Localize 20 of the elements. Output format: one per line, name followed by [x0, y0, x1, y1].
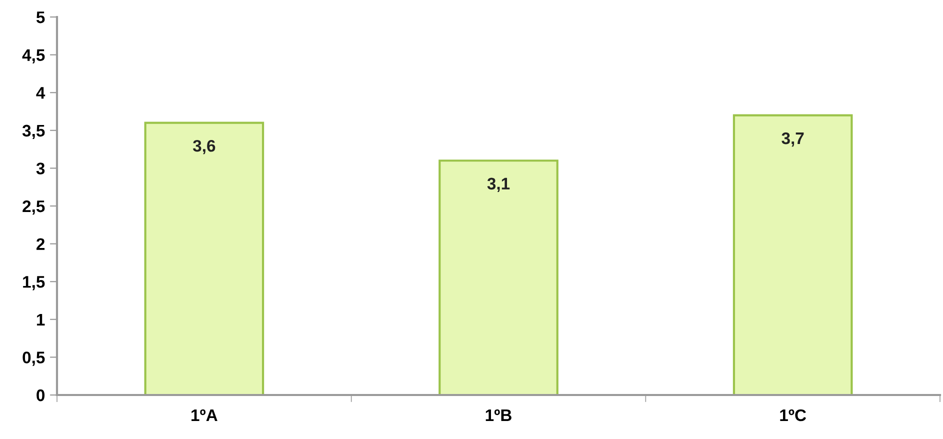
bar — [144, 122, 264, 395]
y-tick-label: 0,5 — [22, 352, 45, 366]
y-tick-label: 1 — [36, 314, 45, 326]
y-tick-label: 5 — [36, 12, 45, 24]
bar — [438, 160, 558, 395]
data-label: 3,7 — [782, 132, 804, 147]
y-tick-label: 0 — [36, 389, 45, 402]
x-tick-label: 1ºC — [780, 409, 806, 422]
y-tick-label: 2 — [36, 238, 45, 250]
data-label: 3,6 — [192, 140, 216, 154]
y-tick-label: 2,5 — [22, 200, 45, 215]
y-tick-label: 4 — [36, 87, 46, 99]
data-label: 3,1 — [487, 178, 510, 192]
y-tick-label: 1,5 — [23, 276, 45, 290]
y-tick-label: 3 — [36, 162, 45, 174]
x-tick-label: 1ºA — [192, 409, 218, 421]
bar — [732, 114, 853, 395]
y-tick-label: 4,5 — [22, 49, 45, 64]
y-tick-label: 3,5 — [22, 124, 45, 140]
x-tick-label: 1ºB — [486, 409, 512, 421]
